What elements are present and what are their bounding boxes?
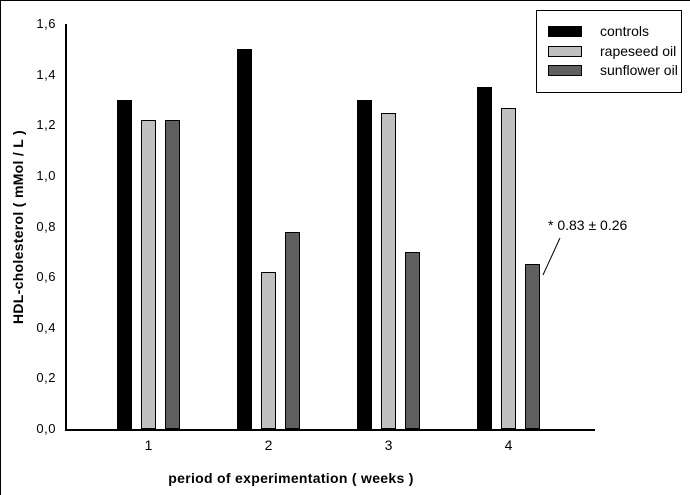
- bar-sunflower-oil-week-1: [165, 120, 180, 429]
- legend-swatch-rapeseed-oil: [548, 46, 582, 57]
- bar-rapeseed-oil-week-4: [501, 108, 516, 429]
- bar-rapeseed-oil-week-1: [141, 120, 156, 429]
- bar-rapeseed-oil-week-2: [261, 272, 276, 429]
- legend: controls rapeseed oil sunflower oil: [536, 10, 682, 93]
- bar-sunflower-oil-week-4: [525, 264, 540, 429]
- x-axis-title: period of experimentation ( weeks ): [168, 470, 414, 486]
- y-tick-label: 0,8: [36, 218, 56, 234]
- bar-rapeseed-oil-week-3: [381, 113, 396, 429]
- legend-label-rapeseed-oil: rapeseed oil: [600, 43, 677, 59]
- x-tick-label: 3: [384, 437, 393, 453]
- y-tick-label: 0,4: [36, 319, 56, 335]
- bar-controls-week-2: [237, 49, 252, 429]
- y-tick-label: 1,0: [36, 167, 56, 183]
- legend-label-controls: controls: [600, 23, 650, 39]
- y-tick-label: 1,4: [36, 66, 56, 82]
- y-tick-label: 0,2: [36, 370, 56, 386]
- bar-sunflower-oil-week-3: [405, 252, 420, 429]
- legend-swatch-controls: [548, 26, 582, 37]
- y-tick-label: 1,6: [36, 16, 56, 31]
- legend-label-sunflower-oil: sunflower oil: [600, 62, 678, 78]
- x-tick-label: 1: [144, 437, 153, 453]
- y-tick-label: 1,2: [36, 117, 56, 133]
- legend-swatch-sunflower-oil: [548, 65, 582, 76]
- bar-controls-week-1: [117, 100, 132, 429]
- annotation-text: * 0.83 ± 0.26: [548, 217, 628, 233]
- y-axis-line: [65, 24, 67, 431]
- bar-sunflower-oil-week-2: [285, 232, 300, 429]
- y-tick-label: 0,0: [36, 421, 56, 436]
- y-tick-label: 0,6: [36, 269, 56, 285]
- x-axis-line: [65, 429, 595, 431]
- bar-controls-week-3: [357, 100, 372, 429]
- bar-controls-week-4: [477, 87, 492, 429]
- x-tick-label: 2: [264, 437, 273, 453]
- x-tick-label: 4: [504, 437, 513, 453]
